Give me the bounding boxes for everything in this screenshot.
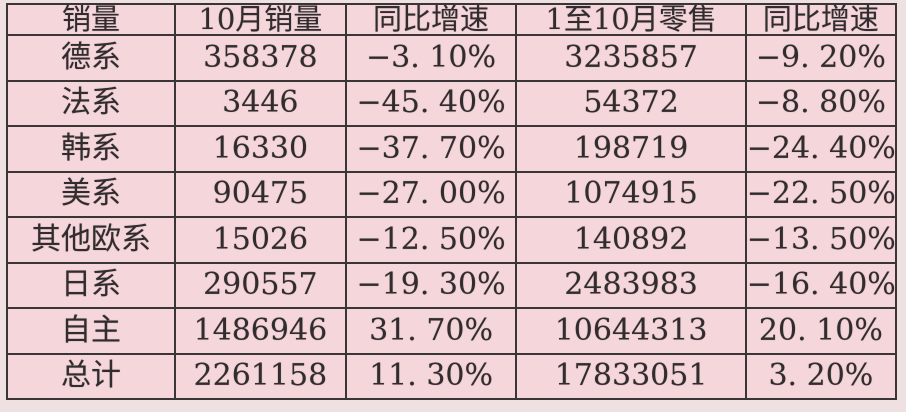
value-cell: 11. 30%: [344, 352, 518, 400]
value-cell: 31. 70%: [344, 307, 518, 355]
table-header: 销量 10月销量 同比增速 1至10月零售 同比增速: [5, 3, 898, 36]
value-cell: −45. 40%: [344, 79, 518, 127]
row-label-cell: 日系: [5, 261, 177, 309]
value-cell: 2483983: [515, 261, 747, 309]
value-cell: 15026: [174, 216, 347, 264]
value-cell: −19. 30%: [344, 261, 518, 309]
header-cell: 同比增速: [344, 3, 518, 36]
value-cell: 16330: [174, 125, 347, 173]
value-cell: 20. 10%: [744, 307, 898, 355]
value-cell: −9. 20%: [744, 34, 898, 82]
value-cell: 1074915: [515, 170, 747, 218]
value-cell: 2261158: [174, 352, 347, 400]
value-cell: 358378: [174, 34, 347, 82]
table-row: 法系 3446 −45. 40% 54372 −8. 80%: [5, 79, 898, 127]
value-cell: −8. 80%: [744, 79, 898, 127]
value-cell: 10644313: [515, 307, 747, 355]
table-row: 自主 1486946 31. 70% 10644313 20. 10%: [5, 307, 898, 355]
row-label-cell: 自主: [5, 307, 177, 355]
table-row: 日系 290557 −19. 30% 2483983 −16. 40%: [5, 261, 898, 309]
value-cell: 90475: [174, 170, 347, 218]
value-cell: 1486946: [174, 307, 347, 355]
value-cell: −27. 00%: [344, 170, 518, 218]
table-body: 德系 358378 −3. 10% 3235857 −9. 20% 法系 3446 −45. …: [5, 34, 898, 400]
value-cell: 140892: [515, 216, 747, 264]
value-cell: −37. 70%: [344, 125, 518, 173]
value-cell: −16. 40%: [744, 261, 898, 309]
row-label-cell: 美系: [5, 170, 177, 218]
row-label-cell: 德系: [5, 34, 177, 82]
value-cell: −3. 10%: [344, 34, 518, 82]
value-cell: −12. 50%: [344, 216, 518, 264]
value-cell: 290557: [174, 261, 347, 309]
value-cell: 3. 20%: [744, 352, 898, 400]
table-row: 其他欧系 15026 −12. 50% 140892 −13. 50%: [5, 216, 898, 264]
value-cell: 3235857: [515, 34, 747, 82]
table-row: 总计 2261158 11. 30% 17833051 3. 20%: [5, 352, 898, 400]
row-label-cell: 总计: [5, 352, 177, 400]
header-row: 销量 10月销量 同比增速 1至10月零售 同比增速: [5, 3, 898, 36]
header-cell: 销量: [5, 3, 177, 36]
value-cell: 54372: [515, 79, 747, 127]
row-label-cell: 法系: [5, 79, 177, 127]
row-label-cell: 韩系: [5, 125, 177, 173]
value-cell: 198719: [515, 125, 747, 173]
value-cell: −24. 40%: [744, 125, 898, 173]
value-cell: −13. 50%: [744, 216, 898, 264]
table-row: 美系 90475 −27. 00% 1074915 −22. 50%: [5, 170, 898, 218]
header-cell: 同比增速: [744, 3, 898, 36]
table-row: 韩系 16330 −37. 70% 198719 −24. 40%: [5, 125, 898, 173]
value-cell: 3446: [174, 79, 347, 127]
value-cell: −22. 50%: [744, 170, 898, 218]
header-cell: 10月销量: [174, 3, 347, 36]
header-cell: 1至10月零售: [515, 3, 747, 36]
sales-table: 销量 10月销量 同比增速 1至10月零售 同比增速 德系 358378 −3. 10% 32…: [5, 3, 898, 400]
value-cell: 17833051: [515, 352, 747, 400]
table-row: 德系 358378 −3. 10% 3235857 −9. 20%: [5, 34, 898, 82]
row-label-cell: 其他欧系: [5, 216, 177, 264]
